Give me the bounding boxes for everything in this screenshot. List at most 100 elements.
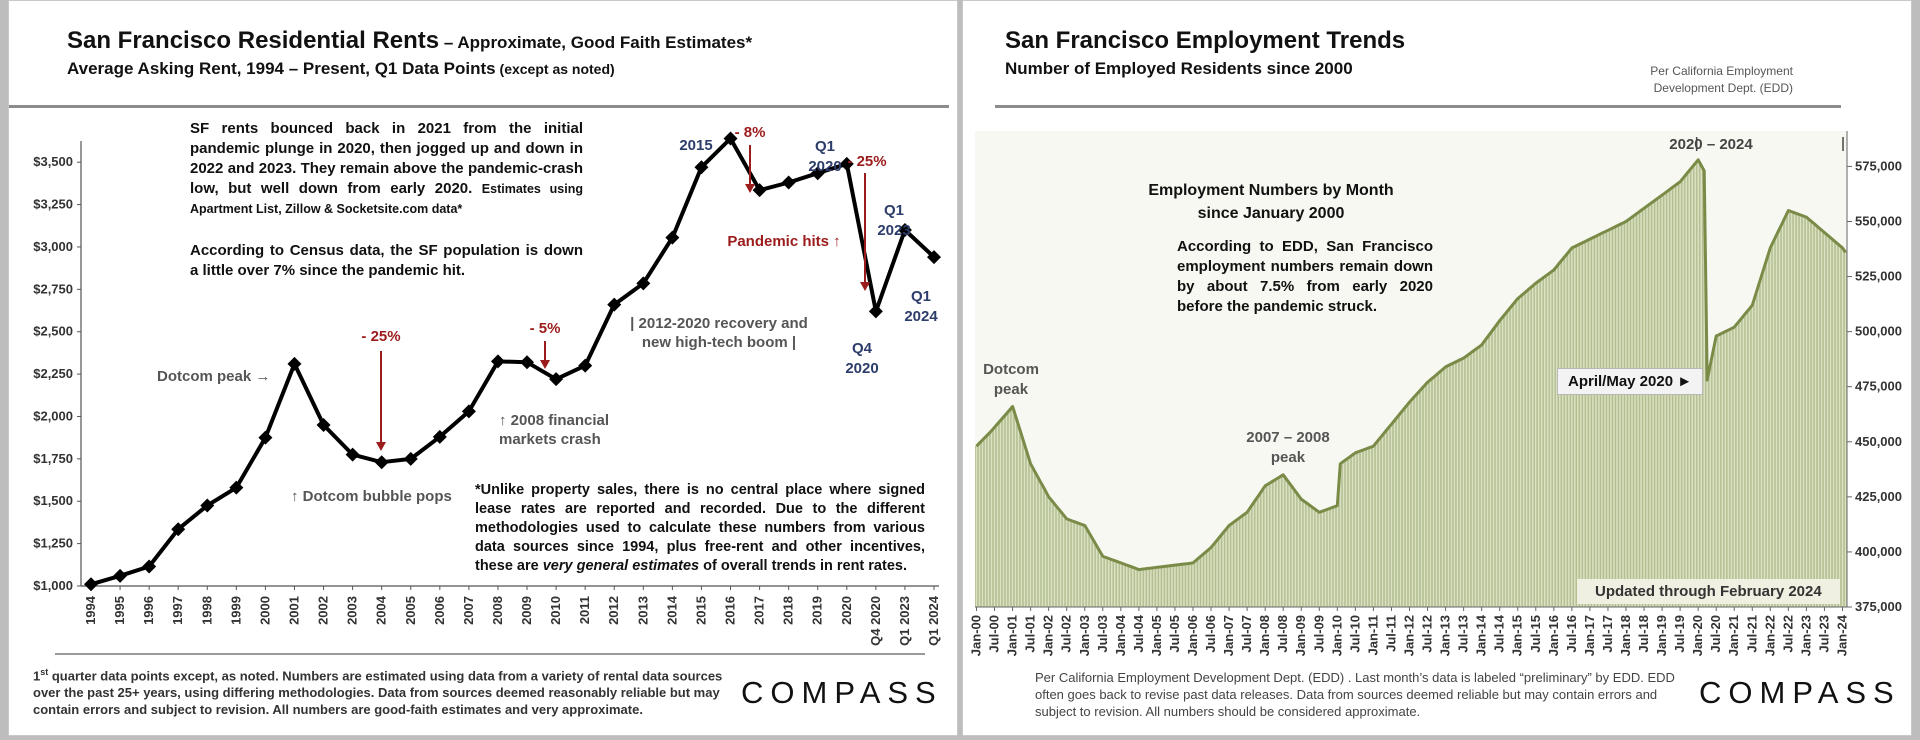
emp-bar (1008, 409, 1011, 608)
emp-bar (1089, 535, 1093, 608)
peak-0708-label-2: peak (1271, 449, 1306, 466)
emp-x-tick-label: Jan-14 (1474, 614, 1489, 656)
emp-bar (1344, 459, 1348, 608)
emp-x-tick-label: Jul-14 (1492, 614, 1507, 652)
emp-bar (1666, 190, 1670, 608)
emp-bar (1414, 395, 1417, 608)
emp-inset-title-2: since January 2000 (1197, 205, 1345, 222)
pandemic-hits-label: Pandemic hits ↑ (727, 233, 840, 250)
emp-bar (1543, 276, 1547, 608)
emp-inset-title-1: Employment Numbers by Month (1148, 182, 1394, 199)
emp-bar (1101, 556, 1105, 608)
emp-bar (1152, 567, 1156, 608)
emp-bar (1465, 355, 1469, 608)
april-may-2020-label: April/May 2020 ► (1557, 368, 1704, 395)
emp-bar (1296, 494, 1300, 608)
rent-title-suffix: – Approximate, Good Faith Estimates* (439, 33, 753, 52)
emp-bar (1795, 213, 1799, 608)
rent-data-point (810, 166, 825, 181)
emp-bar (1829, 237, 1832, 608)
rent-data-point (229, 480, 244, 495)
emp-bar (1179, 564, 1183, 608)
emp-bar (1663, 192, 1667, 608)
emp-bar (1735, 323, 1739, 608)
emp-bar (1113, 560, 1117, 608)
emp-bar (1011, 406, 1014, 608)
rent-x-tick-label: 2019 (810, 596, 825, 625)
emp-bar (1353, 452, 1357, 608)
employment-panel: San Francisco Employment Trends Number o… (962, 0, 1912, 736)
emp-bar (1098, 550, 1102, 608)
emp-bar (1194, 560, 1198, 608)
rent-data-point (636, 276, 651, 291)
emp-bar (1311, 507, 1315, 608)
emp-title: San Francisco Employment Trends (1005, 27, 1406, 54)
emp-bar (1841, 247, 1844, 608)
emp-bar (1071, 520, 1075, 608)
emp-bar (1032, 469, 1036, 608)
emp-bar (1750, 304, 1754, 608)
emp-bar (1756, 285, 1760, 608)
emp-bar (1474, 348, 1478, 608)
emp-x-tick-label: Jan-24 (1834, 614, 1849, 656)
emp-bar (1164, 565, 1168, 608)
emp-x-tick-label: Jul-10 (1347, 615, 1362, 653)
emp-bar (1170, 565, 1174, 608)
rent-data-point (113, 568, 128, 583)
emp-bar (1365, 448, 1369, 608)
emp-bar (1789, 211, 1793, 608)
emp-bar (1029, 463, 1033, 608)
emp-bar (984, 436, 987, 608)
rent-x-tick-label: Q4 2020 (868, 596, 883, 646)
emp-bar (1534, 282, 1538, 608)
emp-bar (1038, 480, 1042, 608)
emp-bar (1200, 554, 1204, 608)
emp-series-outline (975, 158, 1847, 572)
emp-bar (1546, 274, 1550, 608)
rent-disclaimer: *Unlike property sales, there is no cent… (475, 481, 925, 576)
emp-bar (1248, 507, 1252, 608)
rent-x-tick-label: 1994 (83, 595, 98, 625)
rent-x-tick-label: 1998 (199, 596, 214, 625)
emp-bar (1519, 295, 1523, 608)
emp-x-tick-label: Jul-16 (1564, 615, 1579, 653)
rent-x-tick-label: 2006 (432, 596, 447, 625)
emp-x-tick-label: Jan-13 (1438, 615, 1453, 656)
emp-bar (1206, 549, 1210, 608)
rent-data-point (461, 404, 476, 419)
emp-bar (1242, 514, 1246, 608)
emp-bar (1014, 415, 1017, 608)
emp-bar (1489, 332, 1493, 608)
emp-bar (999, 420, 1002, 608)
rent-data-point (839, 156, 854, 171)
emp-x-tick-label: Jul-03 (1095, 615, 1110, 653)
emp-bar (1435, 374, 1438, 608)
emp-bar (1711, 350, 1715, 608)
rent-x-tick-label: 2018 (781, 596, 796, 625)
emp-bar (1278, 476, 1282, 608)
emp-bar (1218, 536, 1222, 608)
emp-x-tick-label: Jul-15 (1528, 615, 1543, 653)
emp-bar (1362, 449, 1366, 608)
emp-bar (1074, 521, 1078, 608)
rent-drop-25-label: - 25% (361, 328, 400, 345)
rent-data-point (84, 577, 98, 592)
emp-bar (1600, 232, 1604, 608)
q1-2020-label-1: Q1 (815, 138, 835, 155)
emp-bar (990, 430, 993, 608)
emp-bar (1284, 478, 1288, 608)
emp-bar (1390, 423, 1393, 608)
emp-bar (993, 427, 996, 608)
emp-x-tick-label: Jul-17 (1600, 615, 1615, 653)
emp-bar (1399, 412, 1402, 608)
rent-drop-5-label: - 5% (530, 320, 561, 337)
q1-2024-label-1: Q1 (911, 288, 931, 305)
emp-bar (1672, 185, 1676, 608)
emp-bar (1053, 503, 1057, 608)
emp-bar (1302, 500, 1306, 608)
rent-x-tick-label: Q1 2023 (897, 596, 912, 646)
emp-x-tick-label: Jan-10 (1329, 615, 1344, 656)
emp-bar (1068, 519, 1072, 608)
emp-bar (1347, 456, 1351, 608)
rent-header-rule (9, 105, 949, 108)
